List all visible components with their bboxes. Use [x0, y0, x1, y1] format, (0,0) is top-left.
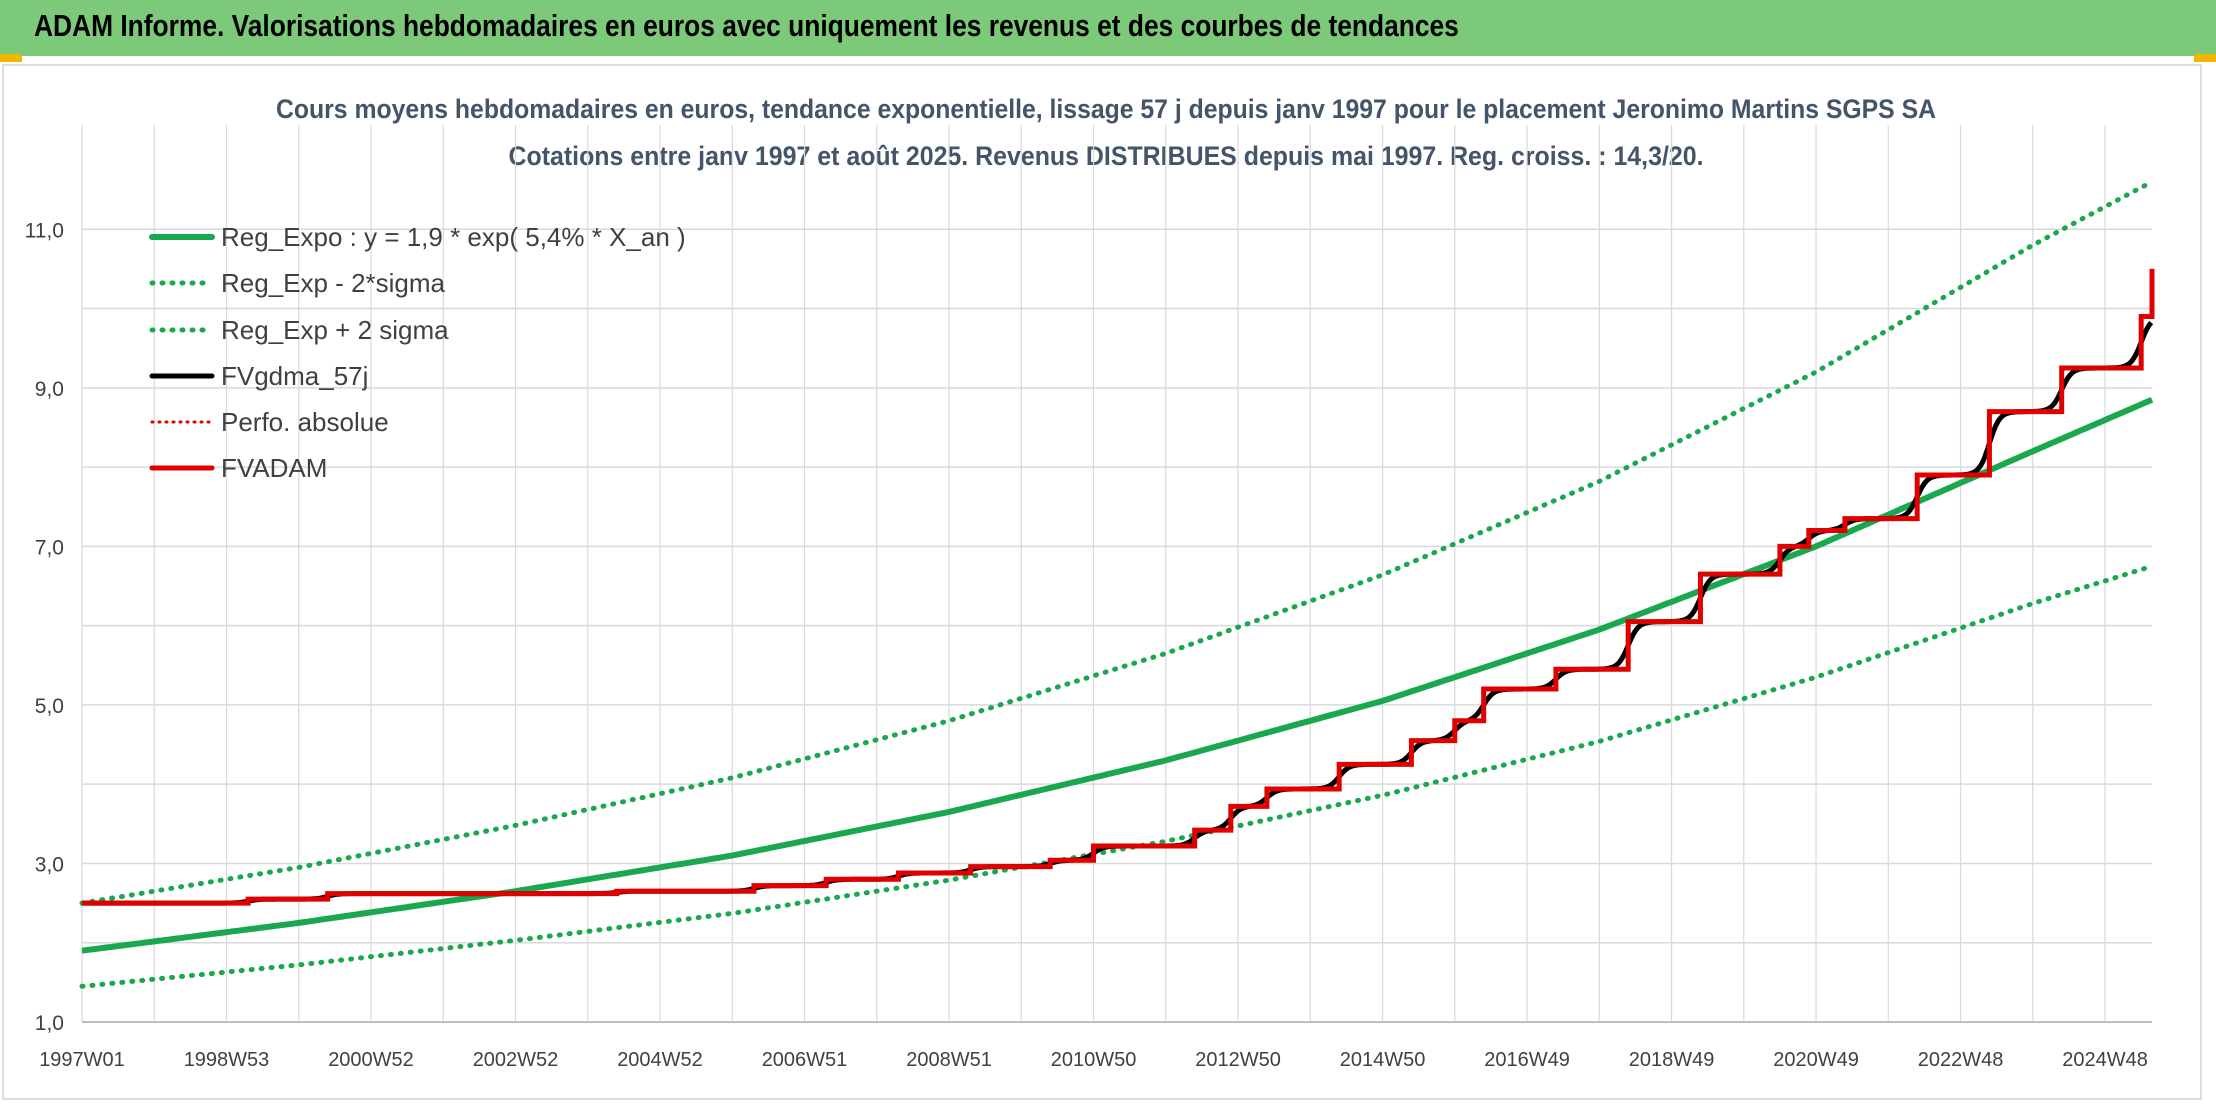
chart-title: Cours moyens hebdomadaires en euros, ten…	[276, 94, 1936, 124]
x-tick-label: 2010W50	[1051, 1049, 1137, 1071]
chart-frame	[2, 64, 2202, 1100]
x-tick-label: 1998W53	[184, 1049, 270, 1071]
report-title: ADAM Informe. Valorisations hebdomadaire…	[34, 8, 1459, 43]
corner-accent-right	[2194, 54, 2216, 62]
y-tick-label: 11,0	[25, 219, 64, 242]
y-tick-label: 5,0	[35, 695, 64, 718]
x-tick-label: 2020W49	[1773, 1049, 1859, 1071]
series-fvadam	[82, 268, 2155, 906]
x-tick-label: 2008W51	[906, 1049, 992, 1071]
report-header	[0, 0, 2216, 56]
corner-accent-left	[0, 54, 22, 62]
x-tick-label: 2022W48	[1918, 1049, 2004, 1071]
legend-label: FVADAM	[221, 453, 327, 483]
legend-label: Reg_Exp - 2*sigma	[221, 268, 446, 298]
x-tick-label: 2002W52	[473, 1049, 559, 1071]
legend-label: Perfo. absolue	[221, 407, 389, 437]
chart-subtitle: Cotations entre janv 1997 et août 2025. …	[509, 141, 1704, 171]
legend-label: Reg_Exp + 2 sigma	[221, 315, 449, 345]
series-reg-expo	[81, 396, 2154, 954]
series-reg-exp-plus-2-sigma	[79, 179, 2155, 906]
series-reg-exp-minus-2-sigma	[79, 563, 2155, 989]
x-tick-label: 2024W48	[2062, 1049, 2148, 1071]
y-tick-label: 7,0	[35, 536, 64, 559]
x-tick-label: 2016W49	[1484, 1049, 1570, 1071]
x-tick-label: 2004W52	[617, 1049, 703, 1071]
x-tick-label: 2000W52	[328, 1049, 414, 1071]
x-tick-label: 2014W50	[1340, 1049, 1426, 1071]
x-tick-label: 2012W50	[1195, 1049, 1281, 1071]
legend-label: FVgdma_57j	[221, 361, 368, 391]
y-tick-label: 1,0	[35, 1012, 64, 1035]
y-tick-label: 9,0	[35, 378, 64, 401]
x-tick-label: 1997W01	[39, 1049, 125, 1071]
series-fvgdma-57j	[82, 320, 2154, 906]
x-tick-label: 2006W51	[762, 1049, 848, 1071]
y-tick-label: 3,0	[35, 853, 64, 876]
x-tick-label: 2018W49	[1629, 1049, 1715, 1071]
legend-label: Reg_Expo : y = 1,9 * exp( 5,4% * X_an )	[221, 222, 686, 252]
